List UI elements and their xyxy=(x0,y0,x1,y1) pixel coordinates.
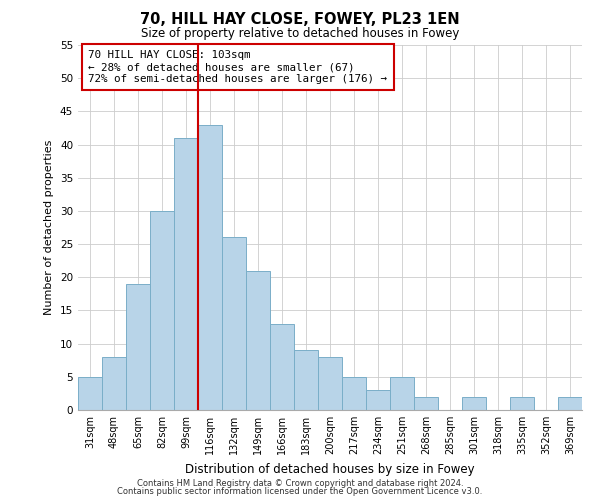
Bar xyxy=(126,284,150,410)
Bar xyxy=(462,396,486,410)
Bar xyxy=(414,396,438,410)
Text: Contains public sector information licensed under the Open Government Licence v3: Contains public sector information licen… xyxy=(118,487,482,496)
Bar xyxy=(390,377,414,410)
Bar xyxy=(102,357,126,410)
Bar xyxy=(150,211,174,410)
Text: Contains HM Land Registry data © Crown copyright and database right 2024.: Contains HM Land Registry data © Crown c… xyxy=(137,478,463,488)
Bar xyxy=(174,138,198,410)
Bar xyxy=(78,377,102,410)
Bar xyxy=(222,238,246,410)
Bar xyxy=(318,357,342,410)
X-axis label: Distribution of detached houses by size in Fowey: Distribution of detached houses by size … xyxy=(185,462,475,475)
Bar xyxy=(294,350,318,410)
Text: Size of property relative to detached houses in Fowey: Size of property relative to detached ho… xyxy=(141,28,459,40)
Bar xyxy=(558,396,582,410)
Bar xyxy=(366,390,390,410)
Bar xyxy=(342,377,366,410)
Text: 70, HILL HAY CLOSE, FOWEY, PL23 1EN: 70, HILL HAY CLOSE, FOWEY, PL23 1EN xyxy=(140,12,460,28)
Bar xyxy=(198,124,222,410)
Text: 70 HILL HAY CLOSE: 103sqm
← 28% of detached houses are smaller (67)
72% of semi-: 70 HILL HAY CLOSE: 103sqm ← 28% of detac… xyxy=(88,50,387,84)
Bar xyxy=(246,270,270,410)
Bar xyxy=(510,396,534,410)
Y-axis label: Number of detached properties: Number of detached properties xyxy=(44,140,55,315)
Bar xyxy=(270,324,294,410)
